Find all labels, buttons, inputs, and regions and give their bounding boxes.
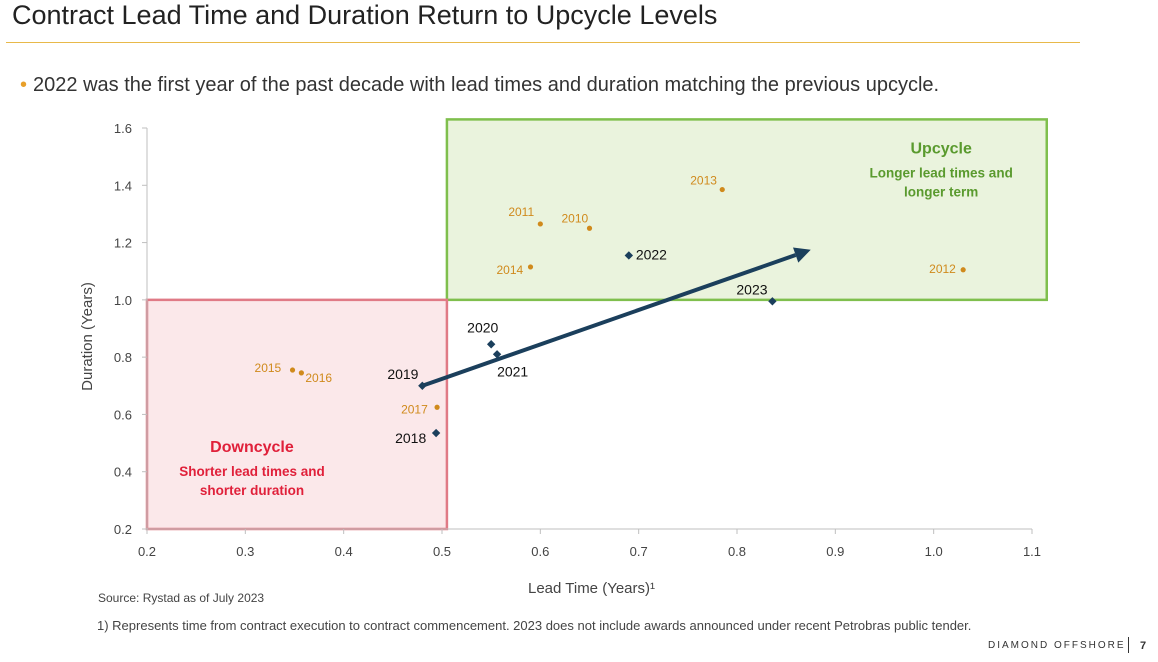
data-label-2015: 2015 bbox=[255, 361, 282, 375]
source-note: Source: Rystad as of July 2023 bbox=[98, 591, 265, 605]
data-label-2017: 2017 bbox=[401, 402, 428, 416]
trend-arrow-shaft bbox=[421, 253, 797, 388]
data-point-2023 bbox=[768, 297, 777, 306]
x-tick-label: 0.2 bbox=[138, 544, 156, 559]
data-point-2010 bbox=[586, 225, 593, 231]
footnote: 1) Represents time from contract executi… bbox=[97, 618, 972, 633]
brand-name: DIAMOND OFFSHORE bbox=[988, 640, 1126, 651]
upcycle-description: Longer lead times and bbox=[870, 165, 1013, 180]
bullet-icon: • bbox=[20, 74, 28, 96]
y-tick-label: 1.2 bbox=[114, 236, 132, 251]
data-label-2018: 2018 bbox=[395, 430, 426, 446]
data-label-2022: 2022 bbox=[636, 246, 667, 262]
data-point-2021 bbox=[492, 350, 502, 359]
data-point-2022 bbox=[624, 251, 634, 260]
x-tick-label: 0.3 bbox=[236, 544, 254, 559]
upcycle-region bbox=[445, 118, 1048, 302]
data-point-2016 bbox=[298, 370, 304, 376]
data-label-2013: 2013 bbox=[690, 174, 717, 188]
data-label-2012: 2012 bbox=[929, 262, 956, 276]
x-tick-label: 0.5 bbox=[433, 544, 451, 559]
data-point-2011 bbox=[537, 221, 543, 227]
data-label-2010: 2010 bbox=[562, 211, 589, 225]
x-tick-label: 0.9 bbox=[826, 544, 844, 559]
x-tick-label: 1.0 bbox=[925, 544, 943, 559]
data-point-2013 bbox=[719, 186, 725, 193]
slide-title: Contract Lead Time and Duration Return t… bbox=[12, 0, 718, 30]
x-tick-label: 0.4 bbox=[335, 544, 353, 559]
x-tick-label: 1.1 bbox=[1023, 544, 1041, 559]
y-tick-label: 0.8 bbox=[114, 350, 132, 365]
data-point-2018 bbox=[431, 428, 441, 438]
trend-arrow-head bbox=[793, 247, 811, 263]
data-label-2021: 2021 bbox=[497, 363, 528, 379]
data-label-2016: 2016 bbox=[305, 371, 332, 385]
y-tick-label: 0.4 bbox=[114, 465, 132, 480]
title-divider bbox=[6, 42, 1080, 43]
x-axis-title: Lead Time (Years)¹ bbox=[528, 580, 655, 597]
y-tick-label: 0.2 bbox=[114, 522, 132, 537]
data-point-2012 bbox=[960, 267, 966, 273]
page-number: 7 bbox=[1140, 640, 1147, 652]
y-tick-label: 1.6 bbox=[114, 121, 132, 136]
y-tick-label: 0.6 bbox=[114, 407, 132, 422]
upcycle-description: longer term bbox=[904, 184, 978, 199]
data-label-2019: 2019 bbox=[387, 366, 418, 382]
x-tick-label: 0.7 bbox=[630, 544, 648, 559]
downcycle-description: Shorter lead times and bbox=[179, 464, 325, 479]
data-label-2020: 2020 bbox=[467, 319, 498, 335]
data-point-2019 bbox=[418, 381, 427, 390]
bullet-point: • 2022 was the first year of the past dec… bbox=[20, 74, 939, 97]
x-tick-label: 0.6 bbox=[531, 544, 549, 559]
y-tick-label: 1.0 bbox=[114, 293, 132, 308]
downcycle-description: shorter duration bbox=[200, 483, 304, 498]
x-tick-label: 0.8 bbox=[728, 544, 746, 559]
y-axis-title: Duration (Years) bbox=[79, 282, 96, 391]
data-point-2017 bbox=[434, 404, 440, 410]
data-point-2014 bbox=[527, 264, 534, 270]
upcycle-label: Upcycle bbox=[910, 140, 971, 157]
data-point-2020 bbox=[486, 340, 496, 349]
data-label-2014: 2014 bbox=[497, 263, 524, 277]
data-label-2023: 2023 bbox=[736, 281, 767, 297]
bullet-text: 2022 was the first year of the past deca… bbox=[33, 74, 940, 96]
downcycle-label: Downcycle bbox=[210, 439, 294, 456]
data-label-2011: 2011 bbox=[508, 205, 534, 219]
brand-separator bbox=[1128, 637, 1129, 653]
data-point-2015 bbox=[289, 367, 296, 373]
y-tick-label: 1.4 bbox=[114, 178, 132, 193]
